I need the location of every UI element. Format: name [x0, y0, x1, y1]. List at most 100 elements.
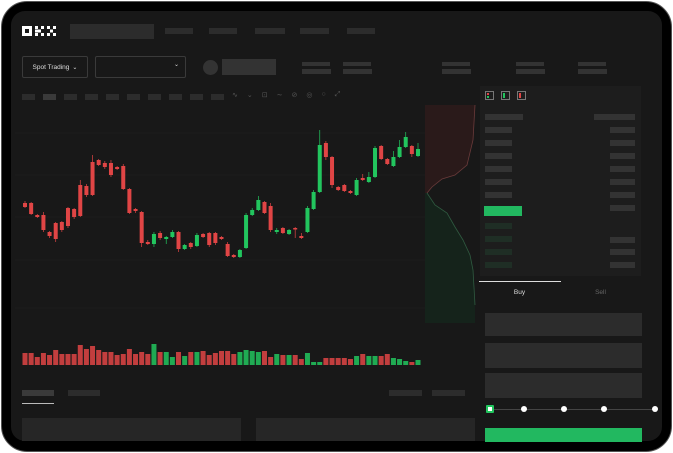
fullscreen-icon[interactable]: ⤢: [334, 91, 341, 98]
candle-body: [176, 232, 181, 249]
settings-icon[interactable]: ◎: [306, 92, 313, 99]
slider-step[interactable]: [561, 406, 567, 412]
volume-bar: [188, 352, 194, 365]
candle-body: [78, 185, 83, 216]
candle-body: [385, 159, 390, 164]
timeframe-button[interactable]: [169, 94, 182, 100]
chart-tools: ∿ ⌄ ⊡ ∼ ⊘ ◎ ○ ⤢: [232, 91, 340, 99]
volume-bar: [102, 352, 108, 365]
slider-step[interactable]: [652, 406, 658, 412]
book-header: [485, 114, 523, 120]
draw-line-icon[interactable]: ∼: [276, 92, 283, 99]
nav-item[interactable]: [255, 28, 285, 34]
volume-bar: [120, 354, 126, 365]
tab-underline: [22, 403, 54, 404]
candle-body: [127, 189, 132, 213]
timeframe-button[interactable]: [64, 94, 77, 100]
book-bids-icon[interactable]: [501, 91, 510, 100]
amount-input[interactable]: [485, 343, 642, 368]
timeframe-button[interactable]: [85, 94, 98, 100]
candle-body: [121, 166, 126, 189]
candle-body: [373, 148, 378, 177]
chart-type-icon[interactable]: ⌄: [246, 92, 253, 99]
volume-bar: [40, 353, 46, 365]
ask-price: [485, 140, 512, 146]
candle-body: [305, 208, 310, 232]
slider-handle[interactable]: [486, 405, 494, 413]
indicator-icon[interactable]: ∿: [232, 92, 238, 99]
book-asks-icon[interactable]: [517, 91, 526, 100]
volume-bar: [231, 354, 237, 365]
volume-bar: [286, 355, 292, 365]
timeframe-button[interactable]: [127, 94, 140, 100]
candle-body: [280, 228, 285, 233]
volume-bar: [409, 362, 415, 365]
volume-bar: [243, 350, 249, 365]
search-bar[interactable]: [70, 24, 154, 39]
buy-button[interactable]: [485, 428, 642, 442]
pencil-icon[interactable]: ⊘: [291, 92, 298, 99]
volume-bar: [114, 355, 120, 365]
timeframe-button[interactable]: [148, 94, 161, 100]
timeframe-button[interactable]: [190, 94, 203, 100]
pair-selector[interactable]: ⌄: [95, 56, 186, 78]
refresh-icon[interactable]: ○: [321, 91, 326, 98]
candle-body: [237, 250, 242, 257]
nav-item[interactable]: [165, 28, 193, 34]
volume-bar: [249, 351, 255, 365]
volume-bar: [323, 358, 329, 365]
volume-bar: [22, 353, 28, 365]
nav-item[interactable]: [300, 28, 329, 34]
stat-value: [442, 69, 471, 74]
timeframe-button[interactable]: [106, 94, 119, 100]
book-both-icon[interactable]: [485, 91, 494, 100]
filter-button[interactable]: [389, 390, 422, 396]
candle-body: [59, 222, 64, 230]
volume-bar: [378, 356, 384, 365]
slider-step[interactable]: [521, 406, 527, 412]
volume-bar: [139, 352, 145, 365]
filter-button[interactable]: [432, 390, 465, 396]
amount-slider[interactable]: [490, 409, 656, 410]
candle-body: [268, 206, 273, 230]
slider-step[interactable]: [601, 406, 607, 412]
candlestick-chart[interactable]: [15, 105, 425, 375]
stat-value: [578, 69, 607, 74]
candle-body: [207, 233, 212, 245]
volume-bar: [237, 352, 243, 365]
candle-body: [90, 162, 95, 195]
timeframe-button[interactable]: [211, 94, 224, 100]
volume-bar: [292, 355, 298, 365]
volume-bar: [311, 362, 317, 365]
volume-bar: [77, 345, 83, 365]
tab-sell[interactable]: Sell: [595, 289, 606, 296]
volume-bar: [384, 354, 390, 365]
timeframe-button[interactable]: [22, 94, 35, 100]
candle-body: [256, 200, 261, 210]
market-type-selector[interactable]: Spot Trading ⌄: [22, 56, 88, 78]
bid-size: [610, 237, 635, 243]
order-book-view-toggle: [485, 91, 526, 100]
nav-item[interactable]: [347, 28, 375, 34]
volume-bar: [347, 359, 353, 365]
volume-bar: [200, 351, 206, 365]
compare-icon[interactable]: ⊡: [261, 92, 268, 99]
timeframe-button[interactable]: [43, 94, 56, 100]
tab-buy[interactable]: Buy: [513, 289, 526, 296]
stat-label: [343, 62, 371, 66]
tab-open-orders[interactable]: [22, 390, 54, 396]
tab-order-history[interactable]: [68, 390, 100, 396]
stat-label: [442, 62, 470, 66]
bid-price: [485, 223, 512, 229]
candle-body: [65, 208, 70, 226]
volume-bar: [65, 354, 71, 365]
volume-bar: [329, 358, 335, 365]
volume-bar: [360, 354, 366, 365]
bottom-panel: [22, 418, 241, 441]
stat-value: [302, 69, 331, 74]
price-input[interactable]: [485, 313, 642, 336]
volume-bar: [274, 354, 280, 365]
ask-price: [485, 166, 512, 172]
total-input[interactable]: [485, 373, 642, 398]
nav-item[interactable]: [209, 28, 237, 34]
